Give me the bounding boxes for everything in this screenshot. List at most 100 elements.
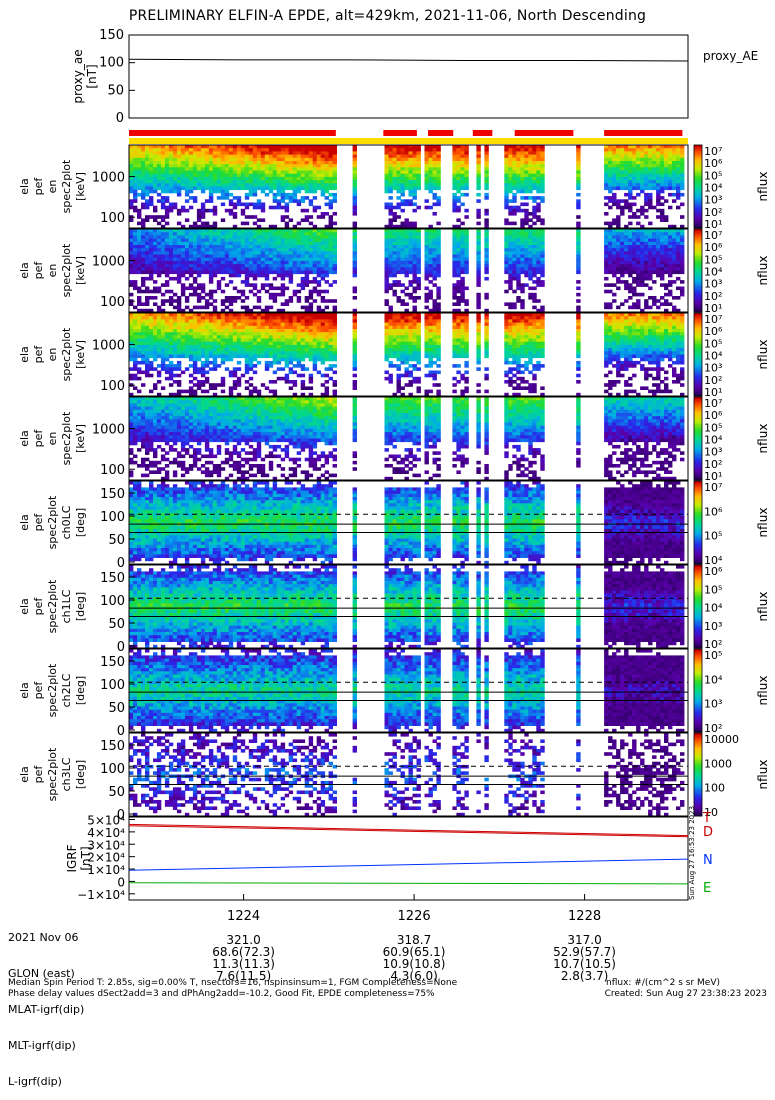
xaxis-row-label-date: 2021 Nov 06 <box>8 932 84 944</box>
spec2plot_en_3-ylabel: [keV] <box>74 340 87 369</box>
xaxis-row-label-l: L-igrf(dip) <box>8 1076 84 1088</box>
spec2plot_en_1-ytick: 100 <box>100 211 125 226</box>
ch1LC-ylabel: [deg] <box>74 592 87 621</box>
spec2plot_en_3-colorbar-tick: 10⁷ <box>704 313 722 326</box>
xaxis-tick-label: 1224 <box>227 909 260 924</box>
spec2plot_en_4-colorbar-tick: 10² <box>704 458 722 471</box>
quality-bar-red <box>473 130 493 136</box>
spec2plot_en_2-colorbar <box>694 229 702 313</box>
spec2plot_en_3-ytick: 1000 <box>92 339 125 354</box>
ch2LC-colorbar-tick: 10⁵ <box>704 649 722 662</box>
ch2LC-ylabel: spec2plot <box>46 663 59 717</box>
spec2plot_en_4-ylabel: pef <box>32 429 45 448</box>
proxy-ae-ylabel: proxy_ae <box>71 49 85 103</box>
quality-bar-red <box>383 130 417 136</box>
spec2plot_en_2-colorbar-label: nflux <box>756 256 770 286</box>
ch2LC-colorbar-label: nflux <box>756 676 770 706</box>
spec2plot_en_3-ylabel: en <box>46 348 59 362</box>
quality-bar-red <box>428 130 453 136</box>
spec2plot_en_3-colorbar-tick: 10⁵ <box>704 337 722 350</box>
igrf-line-N <box>129 859 688 870</box>
ch0LC-colorbar-label: nflux <box>756 508 770 538</box>
ch3LC-ylabel: ch3LC <box>60 757 73 791</box>
ch1LC-colorbar-tick: 10⁵ <box>704 583 722 596</box>
igrf-ytick: −1×10⁴ <box>77 888 125 902</box>
proxy-ae-ylabel: [nT] <box>85 64 99 88</box>
igrf-ylabel: [nT] <box>79 846 93 870</box>
spec2plot_en_3-ylabel: ela <box>18 346 31 363</box>
ch0LC-colorbar <box>694 481 702 565</box>
spec2plot_en_4-ylabel: ela <box>18 430 31 447</box>
ch2LC-ylabel: ch2LC <box>60 673 73 707</box>
spec2plot_en_2-ytick: 100 <box>100 295 125 310</box>
spec2plot_en_4-colorbar-tick: 10⁶ <box>704 409 723 422</box>
ch1LC-colorbar-tick: 10⁶ <box>704 565 723 578</box>
spec2plot_en_4-ylabel: [keV] <box>74 424 87 453</box>
spec2plot_en_3-ylabel: pef <box>32 345 45 364</box>
proxy-ae-ytick: 100 <box>99 56 124 71</box>
xaxis-tick-label: 1228 <box>568 909 601 924</box>
xaxis-tick-label: 1226 <box>398 909 431 924</box>
spec2plot_en_4-colorbar <box>694 397 702 481</box>
heatmap-ch3LC <box>129 733 684 816</box>
ch3LC-ytick: 150 <box>100 739 125 754</box>
heatmap-ch1LC <box>129 565 684 648</box>
quality-bar-red <box>604 130 682 136</box>
ch2LC-ytick: 0 <box>117 724 125 739</box>
spec2plot_en_2-ylabel: en <box>46 264 59 278</box>
igrf-line-D <box>129 826 688 837</box>
xaxis-value: 2.8(3.7) <box>561 969 609 983</box>
proxy-ae-ytick: 0 <box>116 111 124 126</box>
spec2plot_en_2-ylabel: ela <box>18 262 31 279</box>
ch0LC-ytick: 50 <box>108 533 125 548</box>
footer-line-1: Median Spin Period T: 2.85s, sig=0.00% T… <box>8 978 457 989</box>
ch2LC-ylabel: pef <box>32 681 45 700</box>
ch1LC-colorbar-tick: 10³ <box>704 620 722 633</box>
ch3LC-colorbar <box>694 733 702 817</box>
heatmap-spec2plot_en_1 <box>129 145 684 228</box>
spec2plot_en_2-colorbar-tick: 10⁷ <box>704 229 722 242</box>
spec2plot_en_4-colorbar-tick: 10⁴ <box>704 434 723 447</box>
ch3LC-ylabel: pef <box>32 765 45 784</box>
ch0LC-colorbar-tick: 10⁵ <box>704 530 722 543</box>
proxy-ae-line <box>129 59 688 61</box>
ch1LC-ylabel: ch1LC <box>60 589 73 623</box>
spec2plot_en_1-ytick: 1000 <box>92 171 125 186</box>
spec2plot_en_1-colorbar <box>694 145 702 229</box>
footer-line-2: Phase delay values dSect2add=3 and dPhAn… <box>8 989 435 1000</box>
quality-bar-red <box>129 130 336 136</box>
proxy-ae-ytick: 50 <box>107 83 124 98</box>
spec2plot_en_1-ylabel: [keV] <box>74 172 87 201</box>
spec2plot_en_2-ylabel: [keV] <box>74 256 87 285</box>
spec2plot_en_1-colorbar-tick: 10⁵ <box>704 169 722 182</box>
spec2plot_en_2-ytick: 1000 <box>92 255 125 270</box>
ch2LC-colorbar <box>694 649 702 733</box>
ch0LC-ytick: 150 <box>100 487 125 502</box>
ch3LC-colorbar-tick: 10000 <box>704 733 739 746</box>
igrf-side-text: Sun Aug 27 16:53:23 2023 <box>688 806 696 900</box>
spec2plot_en_3-colorbar <box>694 313 702 397</box>
igrf-legend-D: D <box>703 825 713 840</box>
ch0LC-ylabel: pef <box>32 513 45 532</box>
heatmap-spec2plot_en_3 <box>129 313 684 396</box>
igrf-line-T <box>129 824 688 835</box>
ch1LC-colorbar-label: nflux <box>756 592 770 622</box>
ch1LC-ylabel: pef <box>32 597 45 616</box>
heatmap-ch0LC <box>129 481 684 564</box>
xaxis-row-label-mlat: MLAT-igrf(dip) <box>8 1004 84 1016</box>
footer-created: Created: Sun Aug 27 23:38:23 2023 <box>605 989 767 1000</box>
spec2plot_en_4-colorbar-tick: 10³ <box>704 446 722 459</box>
quality-bar-red <box>515 130 574 136</box>
spec2plot_en_2-colorbar-tick: 10² <box>704 290 722 303</box>
ch2LC-colorbar-tick: 10⁴ <box>704 673 723 686</box>
ch3LC-ytick: 50 <box>108 785 125 800</box>
spec2plot_en_1-colorbar-tick: 10⁴ <box>704 182 723 195</box>
ch0LC-ylabel: ch0LC <box>60 505 73 539</box>
ch1LC-colorbar <box>694 565 702 649</box>
ch3LC-ylabel: spec2plot <box>46 747 59 801</box>
ch1LC-ylabel: spec2plot <box>46 579 59 633</box>
igrf-legend-N: N <box>703 853 713 868</box>
spec2plot_en_3-colorbar-label: nflux <box>756 340 770 370</box>
heatmap-spec2plot_en_2 <box>129 229 684 312</box>
ch1LC-ytick: 0 <box>117 640 125 655</box>
